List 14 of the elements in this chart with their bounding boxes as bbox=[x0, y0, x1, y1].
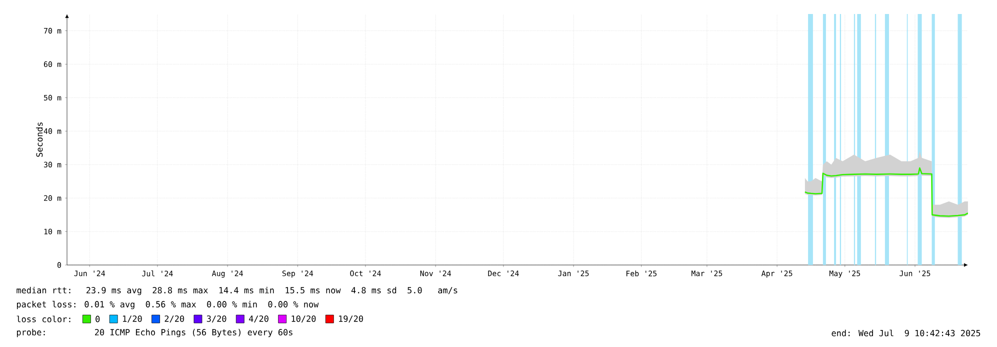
legend-label: 10/20 bbox=[292, 315, 316, 323]
text: median rtt: 23.9 ms avg 28.8 ms max 14.4 ms min 15.5 ms now 4.8 ms sd 5.0 am/s bbox=[16, 286, 458, 296]
text: probe: 20 ICMP Echo Pings (56 Bytes) every 60s bbox=[16, 328, 292, 338]
y-axis-title: Seconds bbox=[36, 122, 43, 157]
legend-label: 3/20 bbox=[206, 315, 226, 323]
legend-label: 4/20 bbox=[248, 315, 268, 323]
legend-title: loss color: bbox=[16, 316, 70, 322]
line-series bbox=[804, 167, 968, 217]
legend-label: 19/20 bbox=[339, 315, 363, 323]
text: end: Wed Jul 9 10:42:43 2025 bbox=[832, 330, 980, 336]
legend-label: 1/20 bbox=[122, 315, 142, 323]
legend-label: 0 bbox=[96, 316, 100, 322]
text: packet loss: 0.01 % avg 0.56 % max 0.00 % min 0.00 % now bbox=[16, 300, 319, 310]
legend-label: 2/20 bbox=[164, 315, 184, 323]
